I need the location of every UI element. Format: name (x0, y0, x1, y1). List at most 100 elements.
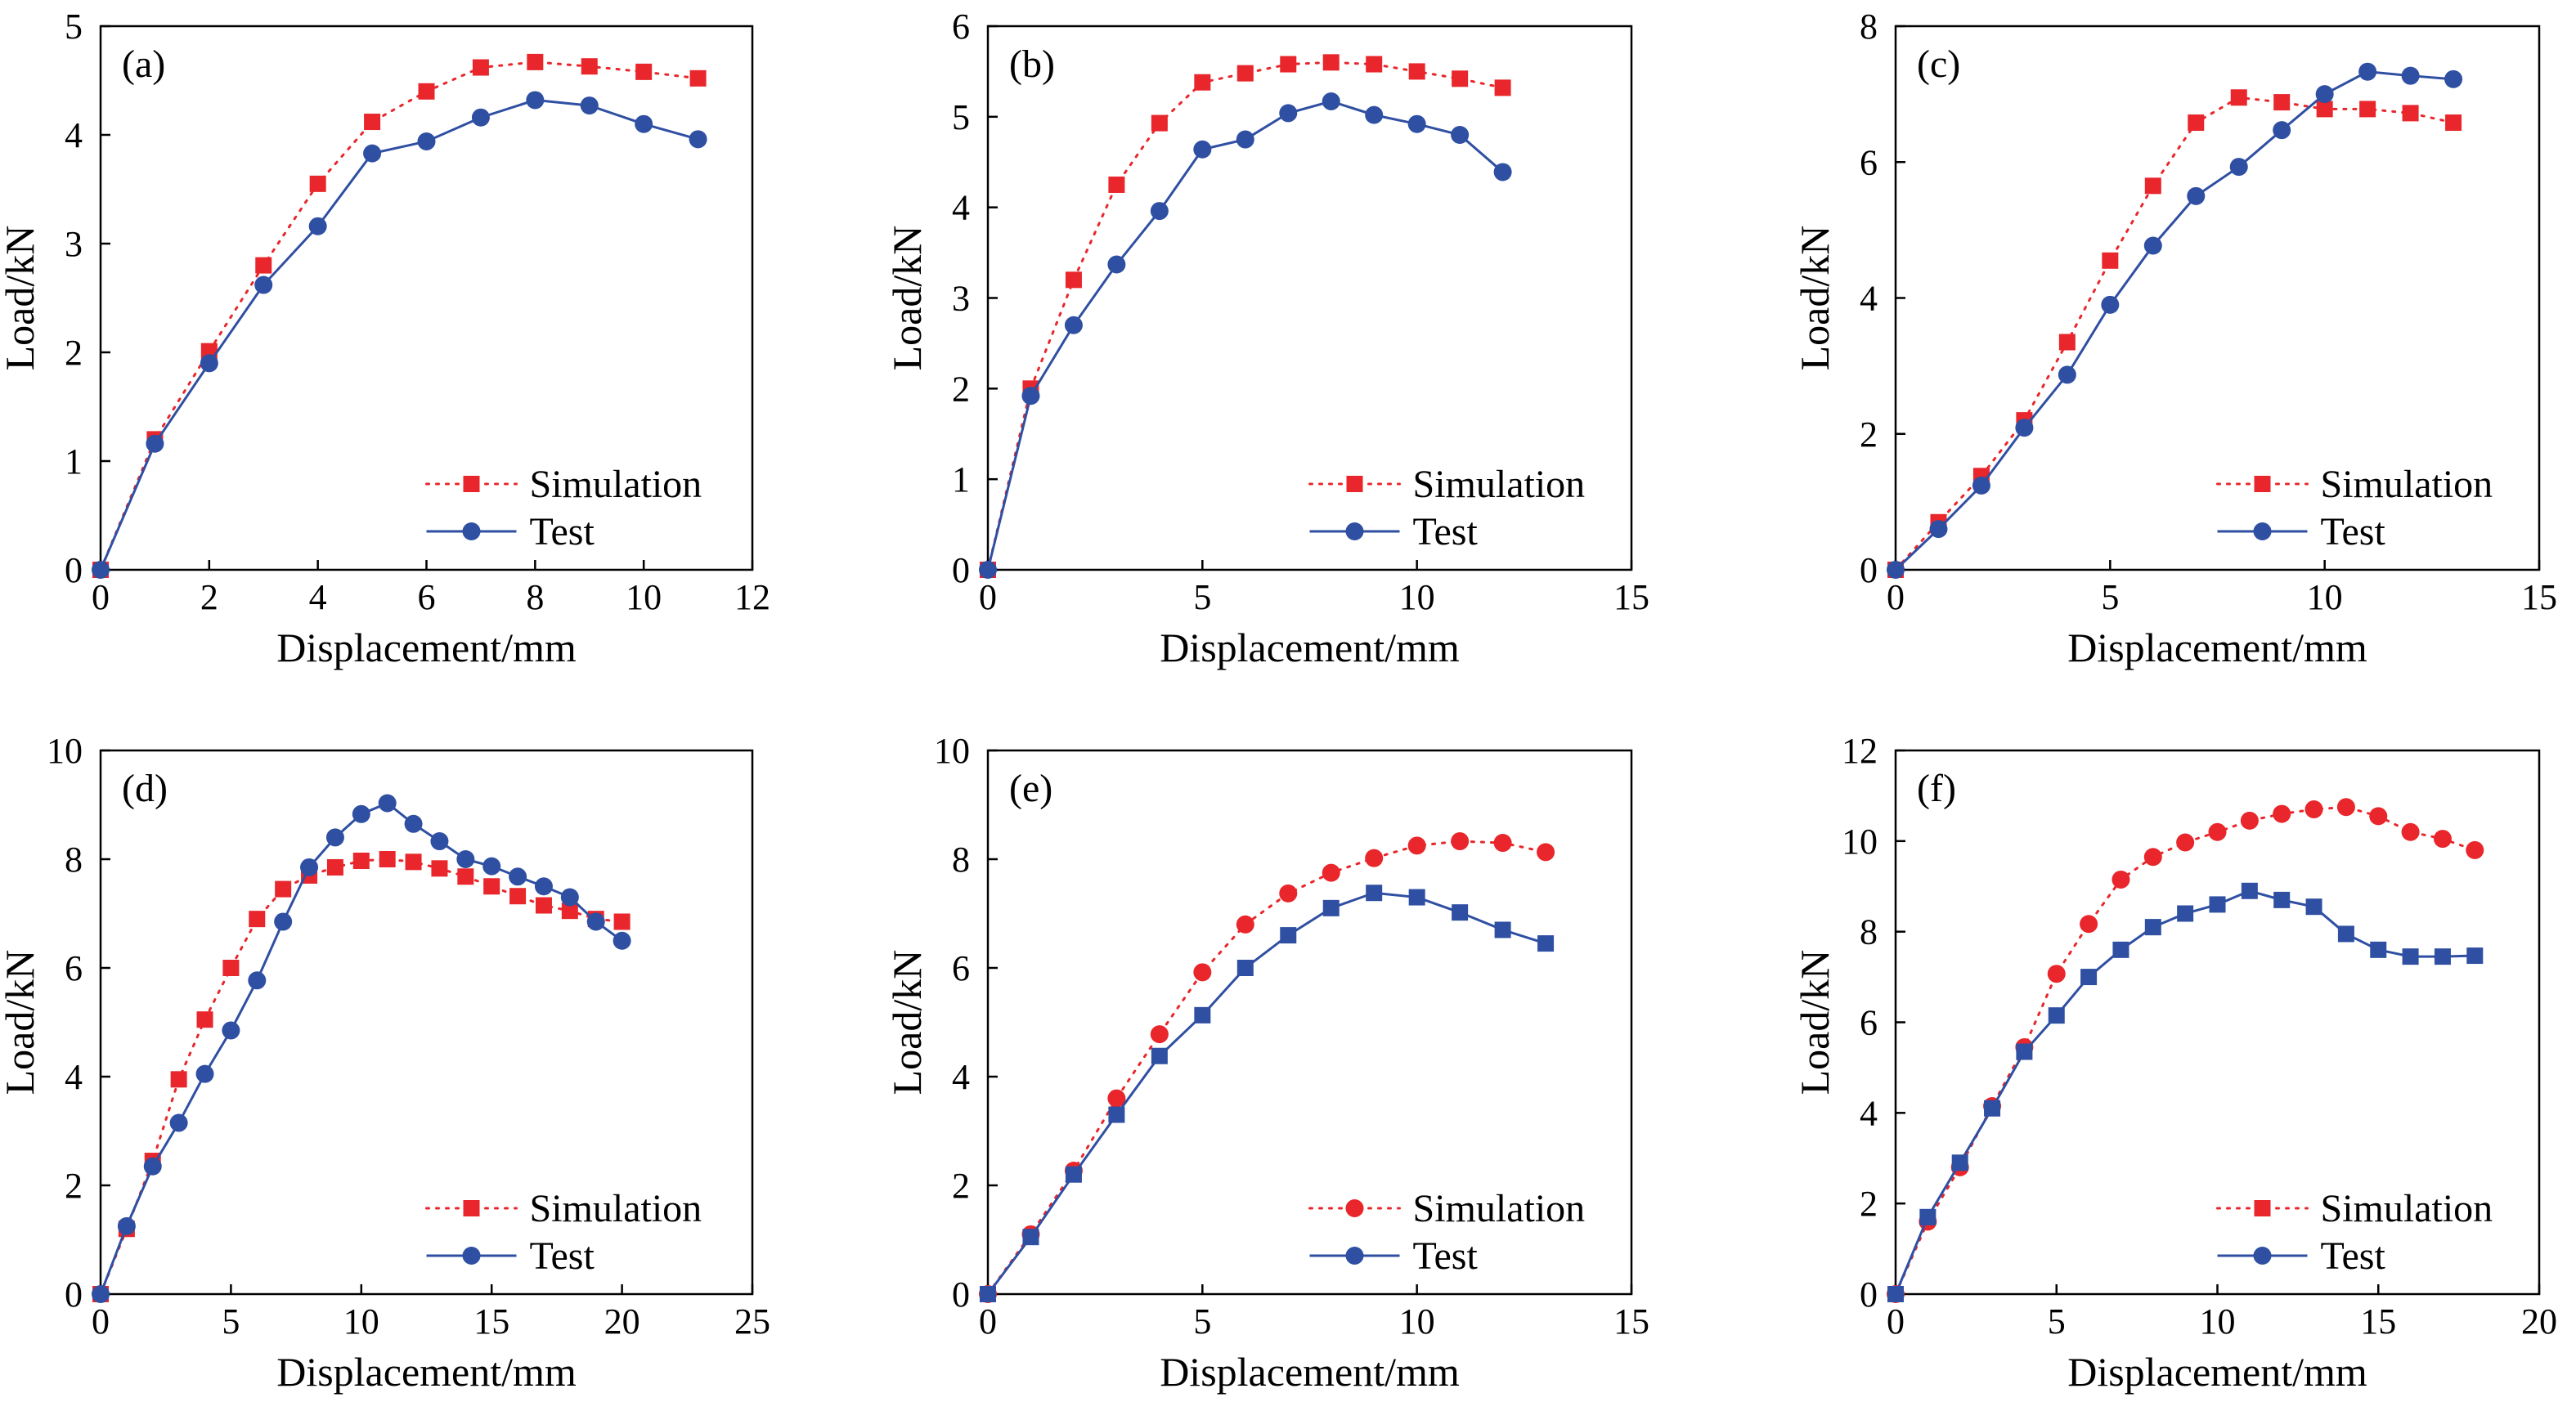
panel-label: (a) (122, 43, 165, 86)
legend-marker (463, 1200, 480, 1216)
y-tick-label: 2 (952, 369, 970, 409)
data-point (2273, 94, 2291, 111)
data-point (2401, 822, 2420, 841)
data-point (509, 888, 527, 905)
data-point (2434, 948, 2451, 965)
series-line (99, 98, 698, 571)
x-tick-label: 0 (1887, 1301, 1905, 1342)
data-point (1451, 126, 1470, 144)
panel-label: (f) (1917, 767, 1956, 810)
data-point (309, 175, 326, 192)
legend-label: Test (530, 1234, 595, 1278)
data-point (1279, 884, 1298, 903)
data-point (2047, 965, 2066, 983)
chart-panel: 0 5 10 15 0 2 4 6 8 Displacement/mm Load/kN (c) Simu… (1792, 7, 2557, 670)
x-axis-title: Displacement/mm (2067, 625, 2367, 670)
data-point (535, 897, 552, 914)
panel-label: (c) (1917, 43, 1960, 86)
x-tick-label: 5 (1193, 577, 1211, 617)
legend-label: Simulation (1413, 1187, 1586, 1230)
y-tick-label: 6 (1860, 1003, 1878, 1043)
data-point (300, 858, 319, 876)
legend-marker (462, 522, 481, 540)
data-point (2080, 915, 2098, 934)
data-point (254, 275, 273, 294)
data-point (483, 878, 500, 895)
data-point (1108, 176, 1125, 193)
legend-marker (2254, 476, 2271, 492)
data-point (248, 971, 267, 990)
data-point (586, 912, 605, 931)
legend-marker (1345, 522, 1364, 540)
data-point (1452, 904, 1469, 921)
y-tick-label: 1 (952, 459, 970, 499)
y-tick-label: 10 (934, 731, 970, 771)
data-point (364, 114, 381, 131)
data-point (431, 860, 448, 877)
data-point (2402, 948, 2419, 965)
x-tick-label: 15 (473, 1301, 509, 1342)
data-point (195, 1064, 214, 1083)
chart-panel: 0 5 10 15 0 1 2 3 4 5 6 Displacement/mm Load/kN (b) Si… (884, 7, 1649, 670)
legend-label: Test (2321, 510, 2386, 553)
data-point (534, 877, 553, 896)
y-tick-label: 2 (65, 1166, 83, 1206)
data-point (1452, 70, 1469, 87)
y-tick-label: 4 (1860, 1093, 1878, 1133)
data-point (1150, 1025, 1169, 1044)
x-axis-title: Displacement/mm (2067, 1349, 2367, 1395)
legend-label: Simulation (1413, 463, 1586, 506)
data-point (457, 868, 474, 885)
x-tick-label: 10 (626, 577, 662, 617)
data-point (1107, 1089, 1126, 1108)
data-point (1537, 935, 1555, 952)
data-point (527, 53, 544, 70)
data-point (482, 857, 501, 876)
data-point (1972, 476, 1990, 495)
data-point (526, 91, 545, 110)
x-tick-label: 0 (979, 1301, 997, 1342)
data-point (980, 1286, 996, 1302)
data-point (2176, 833, 2195, 852)
chart-panel: 0 5 10 15 20 0 2 4 6 8 10 12 Displacement/mm Load/kN (… (1792, 731, 2557, 1395)
y-tick-label: 8 (1860, 912, 1878, 952)
data-point (2466, 840, 2484, 859)
data-point (200, 354, 218, 373)
series-line (1894, 889, 2475, 1295)
data-point (1407, 114, 1426, 133)
data-point (2102, 252, 2119, 269)
legend-marker (2253, 522, 2272, 540)
data-point (326, 858, 343, 876)
y-axis-title: Load/kN (1792, 226, 1838, 371)
data-point (2359, 101, 2376, 118)
data-point (2188, 114, 2205, 132)
x-tick-label: 12 (734, 577, 770, 617)
legend-label: Simulation (2321, 1187, 2493, 1230)
data-point (169, 1113, 188, 1132)
panel-label: (d) (122, 767, 168, 810)
x-tick-label: 6 (418, 577, 436, 617)
legend-label: Simulation (530, 463, 702, 506)
x-tick-label: 10 (1399, 577, 1435, 617)
series-test (979, 92, 1512, 579)
x-axis-title: Displacement/mm (1160, 1349, 1460, 1395)
data-point (2048, 1007, 2065, 1024)
y-tick-label: 2 (1860, 414, 1878, 455)
data-point (635, 114, 653, 133)
plot-frame (99, 749, 754, 1296)
data-point (1493, 834, 1512, 853)
data-point (2402, 105, 2419, 122)
data-point (1236, 915, 1254, 934)
y-tick-label: 8 (952, 840, 970, 880)
data-point (456, 850, 475, 868)
data-point (1322, 899, 1340, 916)
data-point (2370, 941, 2387, 958)
data-point (1887, 1286, 1904, 1302)
data-point (249, 911, 266, 928)
data-point (1494, 79, 1511, 96)
data-point (1365, 849, 1384, 867)
